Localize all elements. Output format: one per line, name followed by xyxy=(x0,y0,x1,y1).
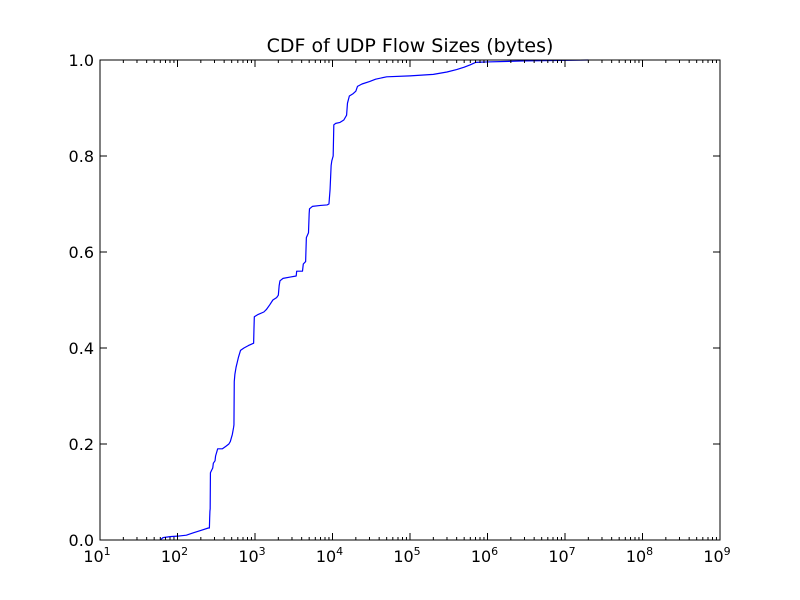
y-tick-label: 0.8 xyxy=(69,147,94,166)
x-tick-label: 107 xyxy=(548,545,575,566)
x-tick-base: 10 xyxy=(471,547,491,566)
x-tick-label: 109 xyxy=(703,545,730,566)
x-tick-label: 101 xyxy=(83,545,110,566)
x-tick-exponent: 3 xyxy=(259,545,266,558)
chart-title: CDF of UDP Flow Sizes (bytes) xyxy=(267,35,554,57)
x-tick-exponent: 8 xyxy=(646,545,653,558)
x-tick-label: 106 xyxy=(471,545,498,566)
y-tick-label: 1.0 xyxy=(69,51,94,70)
plot-frame xyxy=(99,59,721,541)
x-tick-base: 10 xyxy=(161,547,181,566)
x-tick-exponent: 4 xyxy=(336,545,343,558)
x-tick-exponent: 1 xyxy=(104,545,111,558)
x-tick-exponent: 9 xyxy=(724,545,731,558)
y-tick-label: 0.2 xyxy=(69,435,94,454)
x-tick-exponent: 5 xyxy=(414,545,421,558)
x-tick-base: 10 xyxy=(238,547,258,566)
x-tick-exponent: 6 xyxy=(491,545,498,558)
x-tick-label: 108 xyxy=(626,545,653,566)
x-tick-base: 10 xyxy=(703,547,723,566)
y-tick-label: 0.6 xyxy=(69,243,94,262)
x-tick-label: 103 xyxy=(238,545,265,566)
x-tick-label: 102 xyxy=(161,545,188,566)
tick-layer: 101 102 103 104 105 106 107 108 1090.00.20.40.60… xyxy=(69,51,731,566)
x-tick-exponent: 2 xyxy=(181,545,188,558)
x-tick-base: 10 xyxy=(626,547,646,566)
x-tick-label: 105 xyxy=(393,545,420,566)
series-layer xyxy=(159,59,589,541)
x-tick-base: 10 xyxy=(83,547,103,566)
y-tick-label: 0.4 xyxy=(69,339,94,358)
x-tick-base: 10 xyxy=(393,547,413,566)
cdf-series-line xyxy=(159,59,589,541)
y-tick-label: 0.0 xyxy=(69,531,94,550)
x-tick-label: 104 xyxy=(316,545,343,566)
x-tick-base: 10 xyxy=(548,547,568,566)
x-tick-exponent: 7 xyxy=(569,545,576,558)
x-tick-base: 10 xyxy=(316,547,336,566)
